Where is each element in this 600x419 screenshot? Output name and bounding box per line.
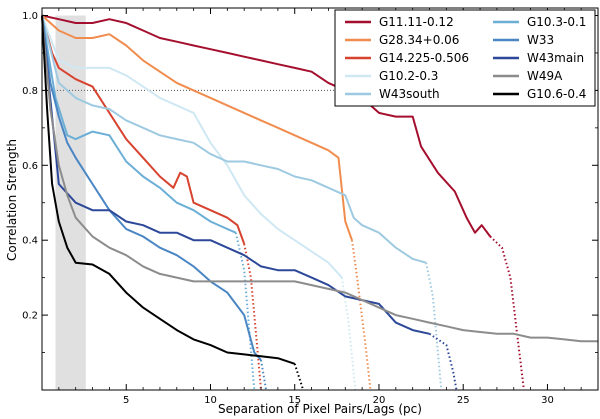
series-layer <box>41 14 598 391</box>
series-line-g28-34-0-06 <box>41 14 353 241</box>
series-line-g10-3-0-1 <box>41 15 237 234</box>
series-extrapolation-w43main <box>428 332 458 391</box>
y-tick-label: 0.6 <box>22 161 38 172</box>
x-tick-label: 30 <box>541 395 554 406</box>
series-extrapolation-g14-225-0-506 <box>243 243 262 391</box>
series-line-w49a <box>41 15 598 343</box>
x-tick-label: 10 <box>204 395 217 406</box>
y-axis-label: Correlation Strength <box>5 139 19 261</box>
series-extrapolation-w43south <box>425 262 443 391</box>
series-extrapolation-g10-2-0-3 <box>340 277 357 391</box>
x-tick-label: 15 <box>288 395 301 406</box>
axes-frame <box>41 7 599 391</box>
y-ticks: 0.2 0.4 0.6 0.8 1.0 <box>22 11 598 322</box>
series-extrapolation-g10-3-0-1 <box>234 232 256 391</box>
x-tick-label: 25 <box>457 395 470 406</box>
series-extrapolation-g10-6-0-4 <box>293 363 305 391</box>
series-line-g14-225-0-506 <box>41 15 246 245</box>
legend-label-g11-11-0-12: G11.11-0.12 <box>379 15 454 29</box>
legend-label-w43main: W43main <box>527 51 584 65</box>
x-tick-label: 5 <box>123 395 129 406</box>
legend-label-g14-225-0-506: G14.225-0.506 <box>379 51 469 65</box>
series-extrapolation-g28-34-0-06 <box>351 240 372 391</box>
x-ticks: 5 10 15 20 25 30 <box>123 8 554 406</box>
y-tick-label: 0.2 <box>22 311 38 322</box>
series-line-w43south <box>41 15 427 264</box>
legend-label-w43south: W43south <box>379 87 440 101</box>
legend-label-g28-34-0-06: G28.34+0.06 <box>379 33 459 47</box>
series-line-g11-11-0-12 <box>41 14 491 238</box>
series-extrapolation-w33 <box>260 359 268 391</box>
legend-label-w49a: W49A <box>527 69 563 83</box>
y-tick-label: 1.0 <box>22 11 38 22</box>
series-line-g10-6-0-4 <box>41 15 296 365</box>
legend-box <box>334 9 596 107</box>
legend-label-g10-6-0-4: G10.6-0.4 <box>527 87 586 101</box>
legend-label-g10-2-0-3: G10.2-0.3 <box>379 69 438 83</box>
legend-label-g10-3-0-1: G10.3-0.1 <box>527 15 586 29</box>
y-tick-label: 0.4 <box>22 236 38 247</box>
y-tick-label: 0.8 <box>22 86 38 97</box>
series-line-w33 <box>41 15 262 361</box>
legend: G11.11-0.12 G28.34+0.06 G14.225-0.506 G10.2… <box>334 9 596 107</box>
x-axis-label: Separation of Pixel Pairs/Lags (pc) <box>218 402 422 416</box>
x-tick-label: 20 <box>373 395 386 406</box>
series-line-g10-2-0-3 <box>41 15 343 279</box>
legend-label-w33: W33 <box>527 33 554 47</box>
